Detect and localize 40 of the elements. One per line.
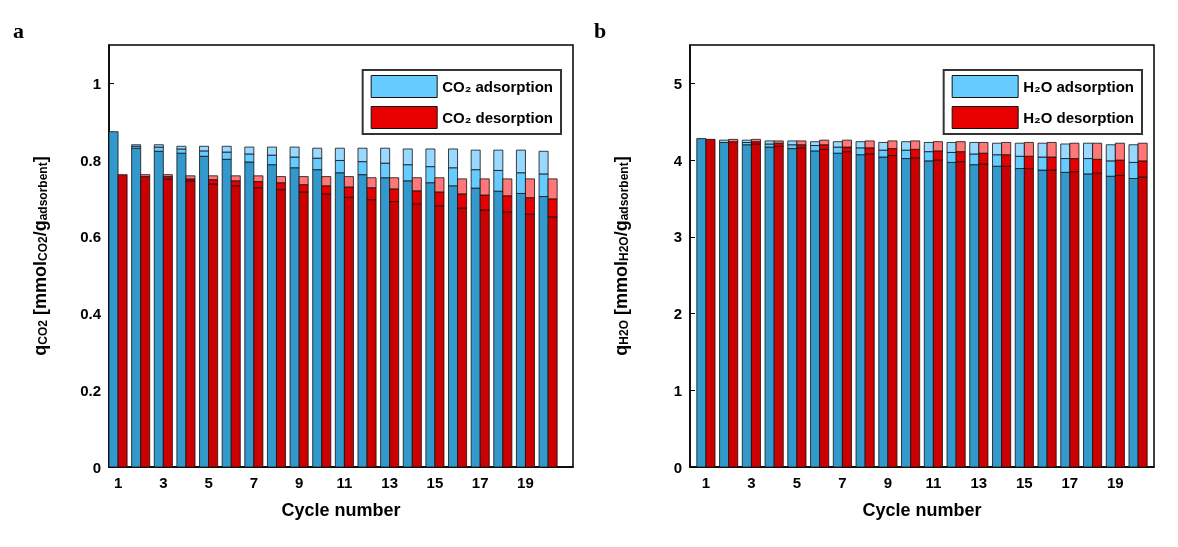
y-tick-label: 3 [673,228,682,246]
x-tick-label: 3 [159,474,168,491]
y-tick-label: 0.8 [80,151,101,169]
chart-title: b [594,17,607,43]
x-tick-label: 9 [883,474,893,491]
legend-label: H₂O desorption [1023,109,1135,126]
x-tick-label: 5 [204,474,213,491]
legend-label: H₂O adsorption [1023,78,1135,95]
x-tick-label: 13 [970,474,988,491]
x-tick-label: 7 [249,474,259,491]
legend-label: CO₂ adsorption [442,78,554,95]
x-axis-title: Cycle number [862,500,982,520]
y-tick-label: 0 [92,458,101,476]
x-tick-label: 19 [1106,474,1124,491]
x-tick-label: 1 [113,474,123,491]
x-tick-label: 15 [1016,474,1033,491]
y-tick-label: 1 [92,74,101,92]
x-tick-label: 13 [381,474,399,491]
x-tick-label: 1 [701,474,711,491]
x-tick-label: 19 [517,474,534,491]
x-tick-label: 11 [336,474,353,491]
y-tick-label: 4 [673,151,683,169]
x-tick-label: 11 [925,474,942,491]
x-tick-label: 9 [294,474,304,491]
y-tick-label: 2 [673,305,682,323]
x-tick-label: 7 [838,474,847,491]
x-tick-label: 15 [426,474,444,491]
x-tick-label: 5 [792,474,802,491]
x-tick-label: 17 [471,474,489,491]
y-tick-label: 0.6 [80,228,101,246]
x-tick-label: 17 [1061,474,1079,491]
x-axis-title: Cycle number [281,500,401,520]
y-tick-label: 1 [673,381,682,399]
x-tick-label: 3 [747,474,756,491]
y-tick-label: 5 [673,74,682,92]
y-tick-label: 0.2 [80,381,101,399]
legend-label: CO₂ desorption [442,109,554,126]
chart-title: a [13,17,24,43]
y-tick-label: 0.4 [80,305,102,323]
y-tick-label: 0 [673,458,682,476]
